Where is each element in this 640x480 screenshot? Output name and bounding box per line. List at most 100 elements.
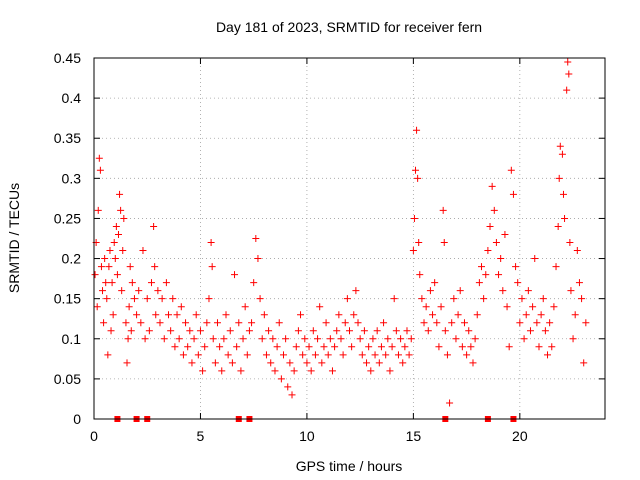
data-point [318,359,326,367]
data-point [422,303,430,311]
data-points [91,58,590,407]
data-point [443,351,451,359]
data-point [524,287,532,295]
data-point [414,174,422,182]
data-point [429,311,437,319]
data-point [424,327,432,335]
data-point [437,303,445,311]
data-point [252,235,260,242]
data-point [343,295,351,303]
data-point [375,359,383,367]
data-point [509,190,517,198]
data-point [231,271,239,279]
data-point [399,359,407,367]
data-point [262,351,270,359]
axis-ticks: 0 5 10 15 20 0 0.05 0.1 0.15 0.2 0.25 0.3 0.35 0.4 0.4… [54,50,605,444]
data-point [440,239,448,247]
data-point [482,271,490,279]
data-point [348,343,356,351]
x-tick-label: 10 [299,428,315,444]
data-point [578,295,586,303]
data-point [452,335,460,343]
data-point [290,367,298,375]
data-point [373,327,381,335]
data-point [135,287,143,295]
data-point [333,327,341,335]
data-point [91,271,99,279]
y-tick-label: 0.25 [54,210,81,226]
data-point [394,351,402,359]
data-point [110,239,118,247]
data-point [363,359,371,367]
data-point [248,319,256,327]
data-point [143,295,151,303]
data-point [114,230,122,238]
data-point [552,263,560,271]
x-tick-label: 20 [512,428,528,444]
data-point [388,343,396,351]
data-point [335,311,343,319]
data-point [413,126,421,134]
data-point [475,279,483,287]
data-point [356,335,364,343]
data-point [126,263,134,271]
data-point [541,327,549,335]
data-point [282,335,290,343]
data-point [456,287,464,295]
data-point [190,335,198,343]
y-tick-label: 0.05 [54,371,81,387]
data-point [127,327,135,335]
x-tick-label: 5 [197,428,205,444]
data-point [305,343,313,351]
data-point [533,319,541,327]
data-point [243,351,251,359]
data-point [555,174,563,182]
data-point [367,367,375,375]
data-point [258,335,266,343]
data-point [106,247,114,255]
data-point [162,279,170,287]
data-point [365,343,373,351]
data-point [546,319,554,327]
data-point [435,343,443,351]
data-point [137,319,145,327]
data-point [169,295,177,303]
data-point [130,295,138,303]
data-point [95,154,103,162]
data-point [203,319,211,327]
data-point [165,311,173,319]
data-point [522,311,530,319]
data-point [341,319,349,327]
data-point [339,351,347,359]
data-point [478,263,486,271]
data-point [539,295,547,303]
grid [94,58,605,419]
data-point [473,311,481,319]
data-point [233,343,241,351]
data-point [201,343,209,351]
data-point [499,287,507,295]
data-point [123,359,131,367]
data-point [122,319,130,327]
data-point [173,311,181,319]
data-point [99,287,107,295]
data-point [415,239,423,247]
data-point [488,182,496,190]
data-point [117,206,125,214]
data-point [151,263,159,271]
data-point [471,335,479,343]
data-point [512,263,520,271]
data-point [360,327,368,335]
data-point [486,222,494,230]
data-point [350,311,358,319]
data-point [226,327,234,335]
data-point [565,70,573,78]
data-point [245,327,253,335]
data-point [450,295,458,303]
y-tick-label: 0.2 [62,251,82,267]
data-point [207,239,215,247]
data-point [160,335,168,343]
data-point [288,391,296,399]
data-point [101,255,109,263]
data-point [416,271,424,279]
